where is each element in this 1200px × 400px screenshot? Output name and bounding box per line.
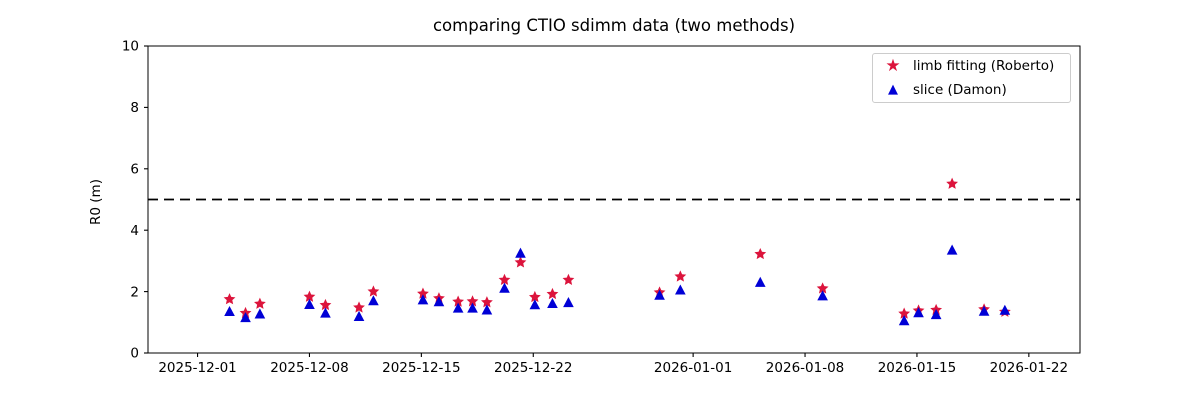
y-tick-label: 4 xyxy=(130,223,139,239)
data-point-limb-fitting xyxy=(303,290,316,302)
data-point-slice xyxy=(417,294,429,305)
data-point-limb-fitting xyxy=(816,282,829,294)
data-point-limb-fitting xyxy=(946,177,959,189)
triangle-marker-icon: ▲ xyxy=(888,82,898,98)
y-tick-label: 10 xyxy=(122,39,139,55)
data-point-slice xyxy=(913,307,924,318)
data-point-slice xyxy=(547,297,558,309)
data-point-limb-fitting xyxy=(223,293,236,305)
data-point-limb-fitting xyxy=(466,295,479,307)
data-point-limb-fitting xyxy=(528,290,541,303)
legend-label-slice: slice (Damon) xyxy=(913,81,1007,98)
data-point-slice xyxy=(368,295,379,306)
axes-spines xyxy=(147,45,1081,354)
data-point-slice xyxy=(467,302,478,313)
data-point-slice xyxy=(754,276,766,287)
y-tick-label: 6 xyxy=(130,162,139,178)
data-point-slice xyxy=(240,312,251,323)
x-tick-label: 2026-01-01 xyxy=(654,360,732,376)
data-point-limb-fitting xyxy=(514,256,527,268)
data-point-slice xyxy=(254,308,266,319)
data-point-slice xyxy=(304,298,315,309)
x-tick-label: 2026-01-15 xyxy=(878,360,956,376)
legend-item-limb-fitting: ★ limb fitting (Roberto) xyxy=(873,55,1070,77)
legend: ★ limb fitting (Roberto) ▲ slice (Damon) xyxy=(872,53,1071,103)
data-point-slice xyxy=(224,305,235,317)
x-tick-label: 2025-12-01 xyxy=(158,360,236,376)
data-point-limb-fitting xyxy=(754,247,767,260)
data-point-slice xyxy=(898,315,910,326)
data-point-limb-fitting xyxy=(481,296,493,308)
x-tick-label: 2025-12-08 xyxy=(270,360,348,376)
star-marker-icon: ★ xyxy=(885,55,901,76)
data-point-limb-fitting xyxy=(562,273,575,285)
x-tick-label: 2025-12-15 xyxy=(382,360,460,376)
data-point-slice xyxy=(930,309,942,320)
x-tick-label: 2026-01-08 xyxy=(766,360,844,376)
y-tick-label: 2 xyxy=(130,284,139,300)
data-point-slice xyxy=(452,302,464,313)
data-point-slice xyxy=(529,299,541,310)
data-point-slice xyxy=(433,296,445,307)
data-point-slice xyxy=(515,247,526,258)
data-point-limb-fitting xyxy=(452,295,465,307)
data-point-slice xyxy=(499,282,510,293)
data-point-limb-fitting xyxy=(367,285,380,297)
y-tick-label: 8 xyxy=(130,100,139,116)
data-point-slice xyxy=(675,284,686,295)
x-tick-label: 2025-12-22 xyxy=(494,360,572,376)
data-point-limb-fitting xyxy=(353,301,365,313)
data-point-slice xyxy=(481,304,493,315)
data-point-slice xyxy=(353,310,365,321)
data-point-slice xyxy=(946,244,958,255)
data-point-slice xyxy=(563,297,574,308)
chart-title: comparing CTIO sdimm data (two methods) xyxy=(432,16,796,35)
data-point-limb-fitting xyxy=(898,307,911,319)
data-point-slice xyxy=(999,304,1011,315)
data-point-limb-fitting xyxy=(674,270,687,282)
data-point-slice xyxy=(817,290,828,301)
data-point-slice xyxy=(320,307,331,318)
data-point-limb-fitting xyxy=(254,297,266,309)
data-point-limb-fitting xyxy=(498,273,511,285)
legend-item-slice: ▲ slice (Damon) xyxy=(873,79,1070,101)
x-tick-label: 2026-01-22 xyxy=(990,360,1068,376)
data-point-limb-fitting xyxy=(417,287,429,299)
y-tick-label: 0 xyxy=(130,346,139,362)
data-point-slice xyxy=(654,289,665,300)
data-point-slice xyxy=(978,305,990,316)
data-point-limb-fitting xyxy=(546,287,559,300)
data-point-limb-fitting xyxy=(319,298,332,311)
legend-label-limb-fitting: limb fitting (Roberto) xyxy=(913,58,1055,75)
